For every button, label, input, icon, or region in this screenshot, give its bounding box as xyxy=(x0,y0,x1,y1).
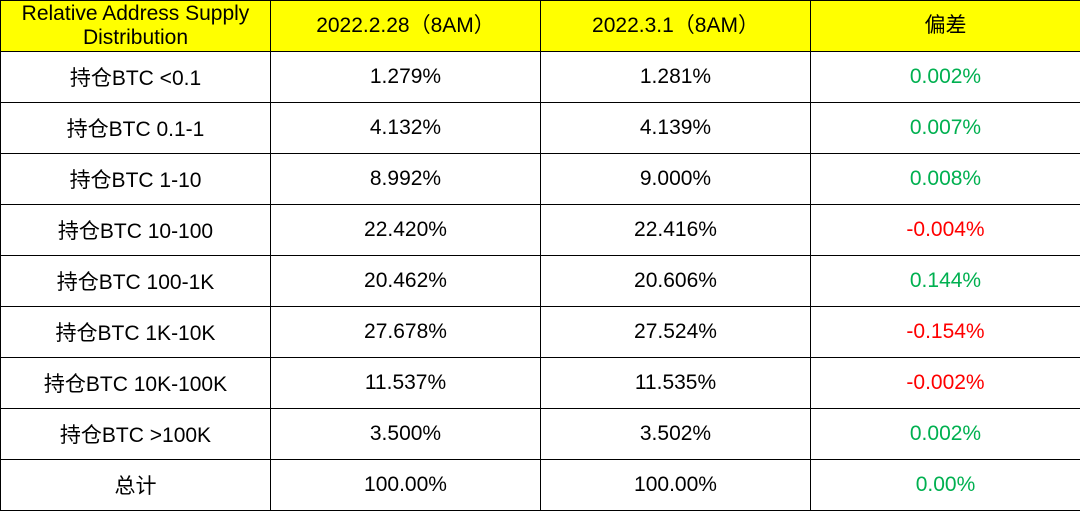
column-header-deviation: 偏差 xyxy=(811,1,1080,52)
value-2022-02-28: 11.537% xyxy=(271,358,541,409)
row-label: 持仓BTC 10-100 xyxy=(1,205,271,256)
deviation-value: 0.008% xyxy=(811,154,1080,205)
value-2022-02-28: 1.279% xyxy=(271,52,541,103)
value-2022-02-28: 22.420% xyxy=(271,205,541,256)
value-2022-03-01: 9.000% xyxy=(541,154,811,205)
value-2022-02-28: 27.678% xyxy=(271,307,541,358)
row-label: 持仓BTC >100K xyxy=(1,409,271,460)
value-2022-03-01: 4.139% xyxy=(541,103,811,154)
value-2022-03-01: 3.502% xyxy=(541,409,811,460)
value-2022-03-01: 11.535% xyxy=(541,358,811,409)
value-2022-02-28: 20.462% xyxy=(271,256,541,307)
row-label: 持仓BTC 1-10 xyxy=(1,154,271,205)
value-2022-03-01: 100.00% xyxy=(541,460,811,511)
row-label: 持仓BTC 0.1-1 xyxy=(1,103,271,154)
row-label: 总计 xyxy=(1,460,271,511)
row-label: 持仓BTC 10K-100K xyxy=(1,358,271,409)
value-2022-02-28: 4.132% xyxy=(271,103,541,154)
deviation-value: 0.002% xyxy=(811,409,1080,460)
value-2022-03-01: 27.524% xyxy=(541,307,811,358)
header-row: Relative Address Supply Distribution 202… xyxy=(1,1,1080,52)
deviation-value: -0.004% xyxy=(811,205,1080,256)
value-2022-03-01: 1.281% xyxy=(541,52,811,103)
value-2022-02-28: 8.992% xyxy=(271,154,541,205)
value-2022-02-28: 100.00% xyxy=(271,460,541,511)
deviation-value: 0.144% xyxy=(811,256,1080,307)
value-2022-03-01: 20.606% xyxy=(541,256,811,307)
column-header-date-1: 2022.2.28（8AM） xyxy=(271,1,541,52)
deviation-value: -0.002% xyxy=(811,358,1080,409)
deviation-value: 0.00% xyxy=(811,460,1080,511)
row-label: 持仓BTC 100-1K xyxy=(1,256,271,307)
row-label: 持仓BTC 1K-10K xyxy=(1,307,271,358)
row-label: 持仓BTC <0.1 xyxy=(1,52,271,103)
deviation-value: 0.002% xyxy=(811,52,1080,103)
deviation-value: 0.007% xyxy=(811,103,1080,154)
deviation-value: -0.154% xyxy=(811,307,1080,358)
column-header-category: Relative Address Supply Distribution xyxy=(1,1,271,52)
value-2022-02-28: 3.500% xyxy=(271,409,541,460)
column-header-date-2: 2022.3.1（8AM） xyxy=(541,1,811,52)
value-2022-03-01: 22.416% xyxy=(541,205,811,256)
